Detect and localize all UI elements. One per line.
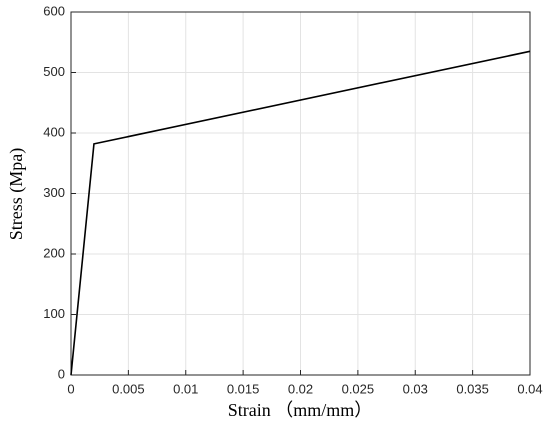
y-tick-label: 100 <box>43 306 65 321</box>
x-tick-label: 0.01 <box>173 381 198 396</box>
x-tick-label: 0.035 <box>456 381 489 396</box>
y-axis-label: Stress (Mpa) <box>6 148 27 241</box>
x-tick-label: 0.04 <box>517 381 542 396</box>
y-tick-label: 600 <box>43 3 65 18</box>
x-axis-label: Strain （mm/mm） <box>228 400 373 420</box>
y-tick-label: 500 <box>43 64 65 79</box>
x-tick-label: 0.005 <box>112 381 145 396</box>
x-tick-label: 0.015 <box>227 381 260 396</box>
plot-frame <box>70 11 531 376</box>
y-tick-label: 300 <box>43 185 65 200</box>
y-tick-label: 0 <box>58 366 65 381</box>
x-tick-label: 0 <box>67 381 74 396</box>
data-line <box>70 50 531 376</box>
x-tick-label: 0.025 <box>342 381 375 396</box>
y-tick-label: 200 <box>43 245 65 260</box>
x-tick-label: 0.02 <box>288 381 313 396</box>
y-tick-label: 400 <box>43 124 65 139</box>
x-tick-label: 0.03 <box>403 381 428 396</box>
